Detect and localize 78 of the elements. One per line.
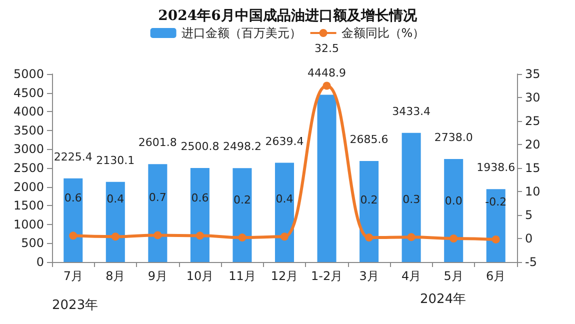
y-tick-label: 1000 (13, 217, 44, 232)
y-tick-label: 2500 (13, 161, 44, 175)
bar (317, 94, 336, 262)
y2-tick-label: 35 (525, 67, 540, 81)
y2-tick-label: 0 (525, 232, 533, 246)
x-tick-label: 9月 (148, 269, 168, 283)
chart-title: 2024年6月中国成品油进口额及增长情况 (158, 7, 418, 24)
bar (190, 168, 210, 262)
x-tick-label: 1-2月 (310, 269, 343, 283)
data-label: 3433.4 (392, 104, 431, 118)
data-label: 0.6 (64, 192, 82, 205)
data-label: 0.4 (106, 192, 124, 206)
point (196, 232, 204, 240)
y-tick-label: 500 (21, 236, 44, 250)
x-tick-label: 5月 (444, 269, 464, 283)
legend-label: 金额同比（%） (341, 26, 425, 40)
bar (360, 161, 379, 262)
bar (148, 164, 168, 262)
point (492, 235, 500, 244)
bar (106, 182, 125, 262)
point (322, 82, 331, 90)
y-tick-label: 4000 (13, 104, 44, 119)
bar (444, 159, 464, 262)
y2-tick-label: 25 (525, 114, 540, 128)
x-tick-label: 10月 (186, 269, 214, 283)
x-tick-label: 11月 (228, 269, 256, 283)
x-tick-label: 6月 (486, 269, 506, 283)
legend-label: 进口金额（百万美元） (181, 26, 302, 40)
point (238, 234, 246, 242)
text: 2024年 (420, 292, 466, 307)
x-tick-label: 12月 (270, 269, 298, 283)
data-label: 2685.6 (350, 133, 388, 146)
y2-tick-label: 15 (525, 161, 540, 175)
y-tick-label: 3500 (13, 123, 44, 138)
y-tick-label: 5000 (13, 67, 44, 81)
point (69, 232, 78, 240)
y-tick-label: 3000 (13, 142, 44, 156)
data-label: 0.2 (233, 194, 251, 207)
point (280, 232, 288, 241)
y-tick-label: 4500 (13, 86, 44, 100)
data-label: 0.7 (148, 191, 166, 204)
y2-tick-label: 20 (525, 138, 540, 152)
point (111, 232, 120, 241)
point (407, 233, 416, 242)
bar (232, 168, 252, 262)
point (154, 231, 162, 240)
bar (64, 178, 83, 262)
y2-tick-label: 30 (525, 90, 540, 104)
data-label: 2130.1 (96, 154, 135, 167)
y-tick-label: 1500 (13, 198, 44, 213)
data-label: 0.4 (276, 192, 294, 206)
data-label: 0.6 (191, 192, 209, 205)
data-label: 0.0 (444, 194, 462, 208)
x-tick-label: 4月 (402, 269, 422, 283)
bar (402, 132, 421, 262)
point (365, 234, 374, 242)
x-tick-label: 8月 (106, 269, 126, 283)
data-label: 2225.4 (54, 150, 92, 164)
point (450, 234, 458, 242)
data-label: 1938.6 (476, 161, 516, 174)
x-tick-label: 7月 (63, 269, 83, 283)
data-label: 2500.8 (180, 140, 220, 153)
y-tick-label: 2000 (13, 180, 44, 194)
data-label: 0.3 (402, 193, 420, 206)
data-label: 0.2 (360, 194, 378, 207)
bar (274, 162, 294, 262)
x-tick-label: 3月 (359, 269, 379, 283)
y2-tick-label: 5 (525, 208, 533, 222)
data-label: 2601.8 (138, 136, 177, 150)
data-label: 2498.2 (222, 140, 262, 154)
y-tick-label: 0 (36, 255, 44, 269)
y2-tick-label: 10 (525, 184, 540, 198)
data-label: 4448.9 (308, 66, 346, 80)
text: 2023年 (52, 298, 98, 313)
y2-tick-label: -5 (525, 255, 537, 269)
data-label: 32.5 (314, 42, 340, 55)
data-label: 2738.0 (434, 131, 473, 144)
data-label: 2639.4 (265, 134, 304, 148)
